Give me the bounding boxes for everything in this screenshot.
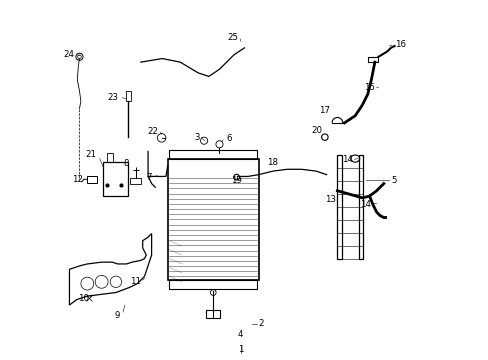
Bar (103, 162, 128, 196)
Text: 2: 2 (258, 319, 263, 328)
Text: 21: 21 (85, 150, 96, 159)
Text: 10: 10 (78, 294, 89, 303)
Text: 20: 20 (311, 126, 322, 135)
Bar (205, 310, 220, 318)
Text: 16: 16 (394, 40, 405, 49)
Bar (169, 280, 257, 289)
Text: 24: 24 (64, 50, 75, 59)
Text: 11: 11 (130, 277, 141, 286)
Text: 3: 3 (194, 132, 200, 141)
Text: 5: 5 (390, 176, 396, 185)
Text: 23: 23 (107, 93, 119, 102)
Bar (358, 155, 363, 258)
Text: 25: 25 (227, 33, 238, 42)
Text: 22: 22 (147, 127, 158, 136)
Text: 14: 14 (341, 155, 352, 164)
Bar (367, 57, 378, 62)
Bar (107, 153, 113, 162)
Text: 17: 17 (319, 106, 329, 115)
Bar (125, 91, 131, 102)
Text: 14: 14 (360, 200, 370, 209)
Text: 13: 13 (324, 195, 335, 204)
Bar (86, 176, 97, 183)
Text: 9: 9 (114, 311, 119, 320)
Text: 18: 18 (267, 158, 278, 167)
Text: 1: 1 (238, 345, 243, 354)
Text: 4: 4 (237, 330, 242, 339)
Text: 15: 15 (363, 83, 374, 92)
Text: 6: 6 (225, 134, 231, 143)
Text: 8: 8 (122, 159, 128, 168)
Text: 7: 7 (146, 173, 151, 182)
Text: 12: 12 (72, 175, 83, 184)
Text: 19: 19 (231, 176, 242, 185)
Bar (167, 158, 258, 280)
Bar (169, 150, 257, 158)
Bar (337, 155, 341, 258)
Bar (130, 178, 141, 184)
